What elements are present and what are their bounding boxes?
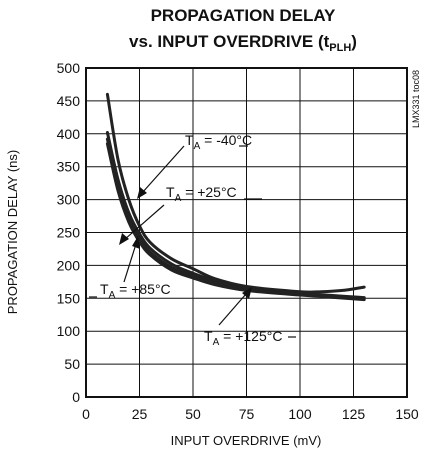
- x-tick-label: 150: [395, 406, 419, 422]
- annotation-minus40-arrow-head: [137, 187, 147, 199]
- chart-title-line1: PROPAGATION DELAY: [151, 6, 336, 25]
- y-tick-label: 0: [72, 389, 80, 405]
- annotation-plus25-arrow-line: [123, 204, 165, 241]
- series-line-plus25c: [105, 131, 366, 300]
- chart-title-line2-prefix: vs. INPUT OVERDRIVE (t: [129, 32, 330, 51]
- series-line-minus40c: [105, 92, 366, 294]
- annotation-plus25-arrow-head: [119, 233, 129, 245]
- y-tick-label: 300: [57, 192, 81, 208]
- y-tick-label: 200: [57, 257, 81, 273]
- annotation-minus40-arrow-line: [141, 145, 185, 194]
- document-id-label: LMX331 toc08: [411, 70, 421, 128]
- annotation-plus125-arrow-line: [218, 293, 247, 326]
- grid-lines: [86, 68, 407, 397]
- y-tick-label: 400: [57, 126, 81, 142]
- annotation-plus85-arrow-line: [123, 243, 137, 283]
- chart-title-line2: vs. INPUT OVERDRIVE (tPLH): [129, 32, 357, 54]
- y-tick-label: 50: [64, 356, 80, 372]
- x-tick-label: 75: [239, 406, 255, 422]
- annotation-plus25-label: TA = +25°C: [166, 184, 237, 204]
- annotation-plus125-label: TA = +125°C: [204, 328, 282, 348]
- y-tick-label: 500: [57, 60, 81, 76]
- y-tick-label: 350: [57, 159, 81, 175]
- tick-labels: 0 50 100 150 200 250 300 350 400 450 500 0 25 50 75 100…: [57, 60, 419, 422]
- x-tick-label: 125: [342, 406, 366, 422]
- y-tick-label: 450: [57, 93, 81, 109]
- series-annotations: TA = -40°C TA = +25°C TA = +85°C TA = +1…: [89, 132, 296, 348]
- y-tick-label: 100: [57, 323, 81, 339]
- x-tick-label: 0: [82, 406, 90, 422]
- annotation-plus125-arrow-head: [242, 287, 252, 299]
- series-line-plus125c: [105, 142, 366, 302]
- series-line-plus85c: [105, 137, 366, 300]
- chart-title-line2-suffix: ): [351, 32, 357, 51]
- chart-title-line2-subscript: PLH: [329, 42, 351, 54]
- plot-frame: [85, 67, 408, 398]
- annotation-plus85-label: TA = +85°C: [100, 281, 171, 301]
- y-axis-label: PROPAGATION DELAY (ns): [5, 150, 20, 314]
- annotation-minus40-label: TA = -40°C: [185, 132, 252, 152]
- annotation-plus85-arrow-head: [132, 236, 140, 249]
- x-axis-label: INPUT OVERDRIVE (mV): [171, 433, 322, 448]
- x-tick-label: 100: [288, 406, 312, 422]
- x-tick-label: 25: [132, 406, 148, 422]
- x-tick-label: 50: [185, 406, 201, 422]
- y-tick-label: 250: [57, 225, 81, 241]
- y-tick-label: 150: [57, 290, 81, 306]
- series-lines: [105, 92, 366, 302]
